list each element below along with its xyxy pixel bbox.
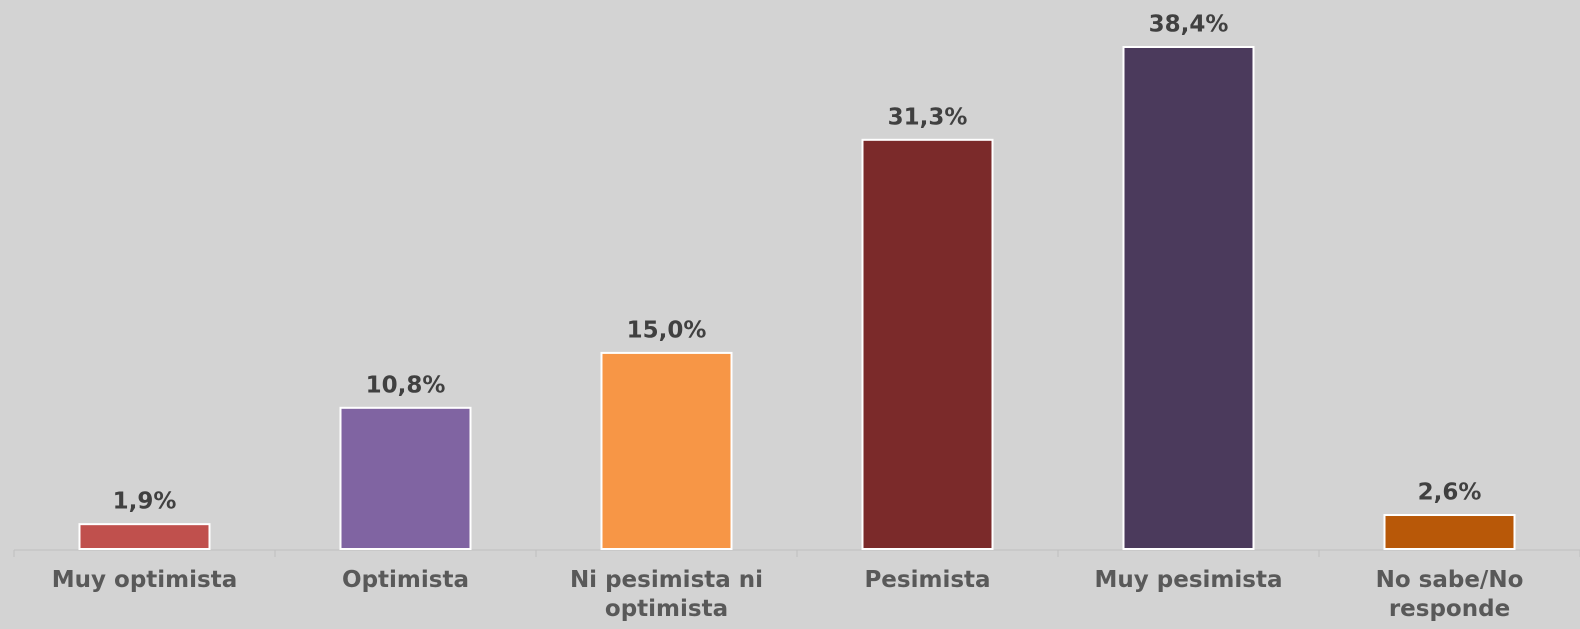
bar [861, 138, 994, 550]
x-tick-label: No sabe/No responde [1375, 567, 1524, 622]
x-tick-label: Ni pesimista ni optimista [569, 567, 764, 622]
value-label: 15,0% [627, 317, 707, 343]
value-label: 2,6% [1418, 480, 1482, 506]
value-label: 31,3% [888, 104, 968, 130]
x-tick-label: Muy optimista [51, 567, 238, 593]
x-tick-label: Pesimista [864, 567, 991, 593]
bar [1122, 46, 1255, 550]
value-label: 1,9% [113, 489, 177, 515]
value-label: 10,8% [366, 372, 446, 398]
value-label: 38,4% [1149, 12, 1229, 38]
bar [78, 523, 211, 550]
bar [600, 351, 733, 550]
bar [339, 406, 472, 550]
x-tick-label: Optimista [342, 567, 469, 593]
bar [1383, 514, 1516, 551]
x-tick-label: Muy pesimista [1094, 567, 1283, 593]
